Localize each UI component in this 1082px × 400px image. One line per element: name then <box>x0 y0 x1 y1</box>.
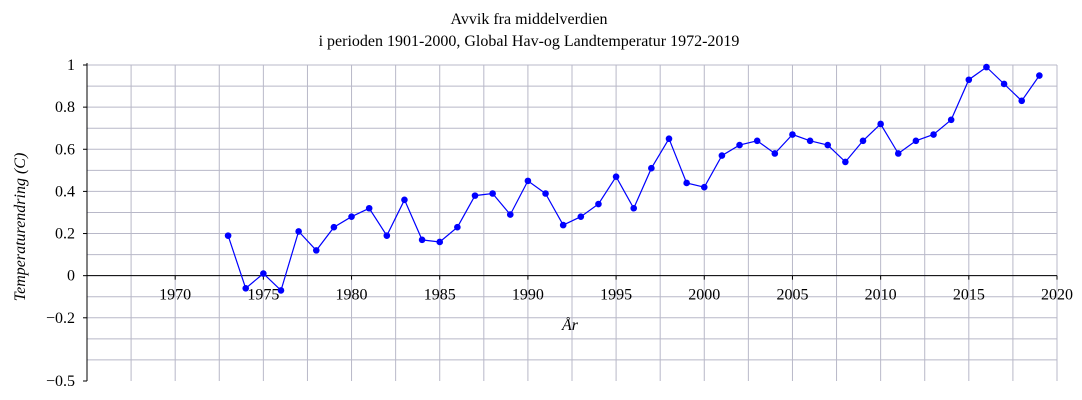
data-point <box>859 137 867 145</box>
data-point <box>595 200 602 208</box>
x-tick-label: 2010 <box>865 287 897 304</box>
x-tick-label: 2005 <box>776 287 808 304</box>
y-tick-label: 0.4 <box>55 183 75 200</box>
y-tick-label: −0.5 <box>46 373 75 390</box>
x-tick-label: 2000 <box>688 287 720 304</box>
data-point <box>877 120 884 128</box>
data-point <box>612 173 620 180</box>
x-tick-label: 1995 <box>600 287 632 304</box>
data-point <box>542 190 549 197</box>
data-point <box>842 158 849 166</box>
y-tick-label: −0.2 <box>46 310 75 327</box>
data-point <box>648 164 655 172</box>
data-point <box>1018 97 1026 105</box>
data-point <box>983 63 990 71</box>
x-tick-label: 1980 <box>336 287 368 304</box>
y-tick-label: 0.8 <box>55 99 75 116</box>
data-point <box>736 141 743 149</box>
data-point <box>771 150 779 157</box>
x-tick-label: 1975 <box>247 287 279 304</box>
tick-labels: 1970 1975 1980 1985 1990 1995 2000 2005 2010 2015… <box>46 57 1073 390</box>
data-point <box>824 141 832 149</box>
y-tick-label: 1 <box>67 57 75 74</box>
y-axis-label: Temperaturendring (C) <box>12 153 29 302</box>
y-tick-label: 0 <box>67 268 75 285</box>
data-point <box>383 232 391 239</box>
x-tick-label: 2020 <box>1041 287 1073 304</box>
data-point <box>330 223 338 231</box>
x-tick-label: 1970 <box>159 287 191 304</box>
data-point <box>559 221 567 229</box>
data-series <box>224 63 1043 294</box>
data-point <box>242 285 250 292</box>
data-point <box>454 223 461 231</box>
data-point <box>418 236 426 244</box>
data-point <box>930 131 937 138</box>
data-point <box>718 152 726 159</box>
data-point <box>753 137 761 145</box>
series-line <box>227 66 1040 292</box>
axes <box>83 63 1058 382</box>
x-tick-label: 1990 <box>512 287 544 304</box>
data-point <box>789 131 796 138</box>
y-tick-label: 0.6 <box>55 141 75 158</box>
x-axis-label: År <box>561 316 579 334</box>
data-point <box>436 238 444 246</box>
y-tick-label: 0.2 <box>55 226 75 243</box>
data-point <box>806 137 814 145</box>
data-point <box>401 196 408 204</box>
data-point <box>277 287 285 294</box>
data-point <box>894 150 902 157</box>
chart-title-line-1: Avvik fra middelverdien <box>451 11 608 28</box>
data-point <box>489 190 496 197</box>
data-point <box>947 116 955 124</box>
data-point <box>630 204 638 212</box>
data-point <box>577 213 585 220</box>
data-point <box>965 76 973 84</box>
data-point <box>912 137 920 145</box>
data-point <box>260 270 267 277</box>
data-point <box>224 232 232 239</box>
chart-title-line-2: i perioden 1901-2000, Global Hav-og Land… <box>319 33 740 50</box>
data-point <box>365 204 373 212</box>
data-point <box>348 213 355 220</box>
x-tick-label: 2015 <box>953 287 985 304</box>
data-point <box>683 179 690 187</box>
data-point <box>506 211 514 218</box>
data-point <box>295 228 302 235</box>
x-tick-label: 1985 <box>424 287 456 304</box>
data-point <box>312 247 320 254</box>
data-point <box>665 135 673 143</box>
data-point <box>471 192 479 199</box>
data-point <box>524 177 532 185</box>
data-point <box>1000 80 1008 88</box>
data-point <box>700 183 708 191</box>
grid <box>87 64 1058 381</box>
data-point <box>1036 72 1043 79</box>
